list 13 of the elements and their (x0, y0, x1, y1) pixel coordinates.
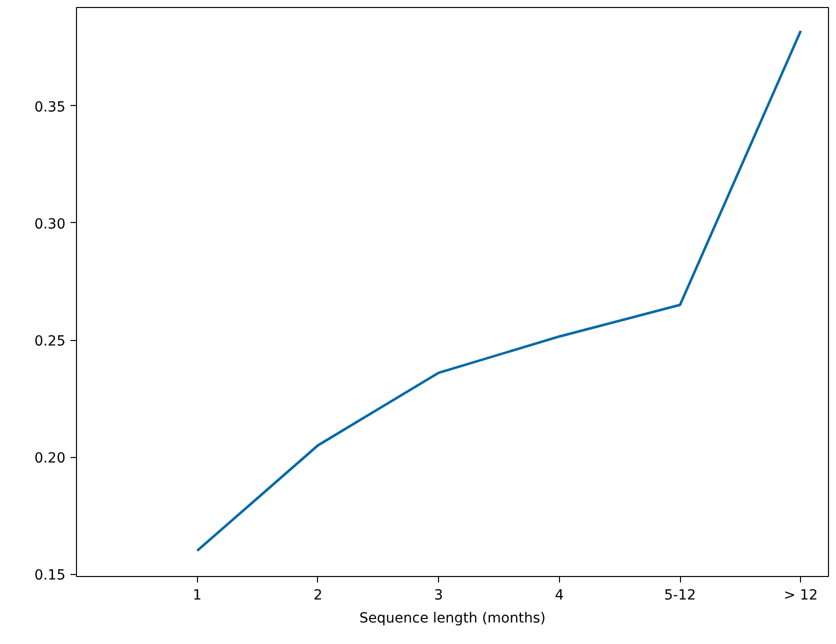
y-tick-label: 0.35 (34, 99, 66, 116)
x-axis-title: Sequence length (months) (359, 610, 546, 626)
x-tick-label: > 12 (784, 588, 818, 604)
y-tick-label: 0.15 (34, 568, 66, 584)
y-tick-label: 0.20 (34, 450, 66, 467)
y-tick-label: 0.30 (34, 216, 66, 232)
x-tick-label: 4 (554, 588, 564, 604)
x-tick-label: 5-12 (664, 588, 696, 604)
x-tick-label: 2 (313, 588, 322, 604)
y-tick-label: 0.25 (34, 334, 66, 350)
x-tick-label: 1 (192, 588, 202, 604)
x-tick-label: 3 (434, 588, 444, 604)
line-series (196, 30, 802, 552)
